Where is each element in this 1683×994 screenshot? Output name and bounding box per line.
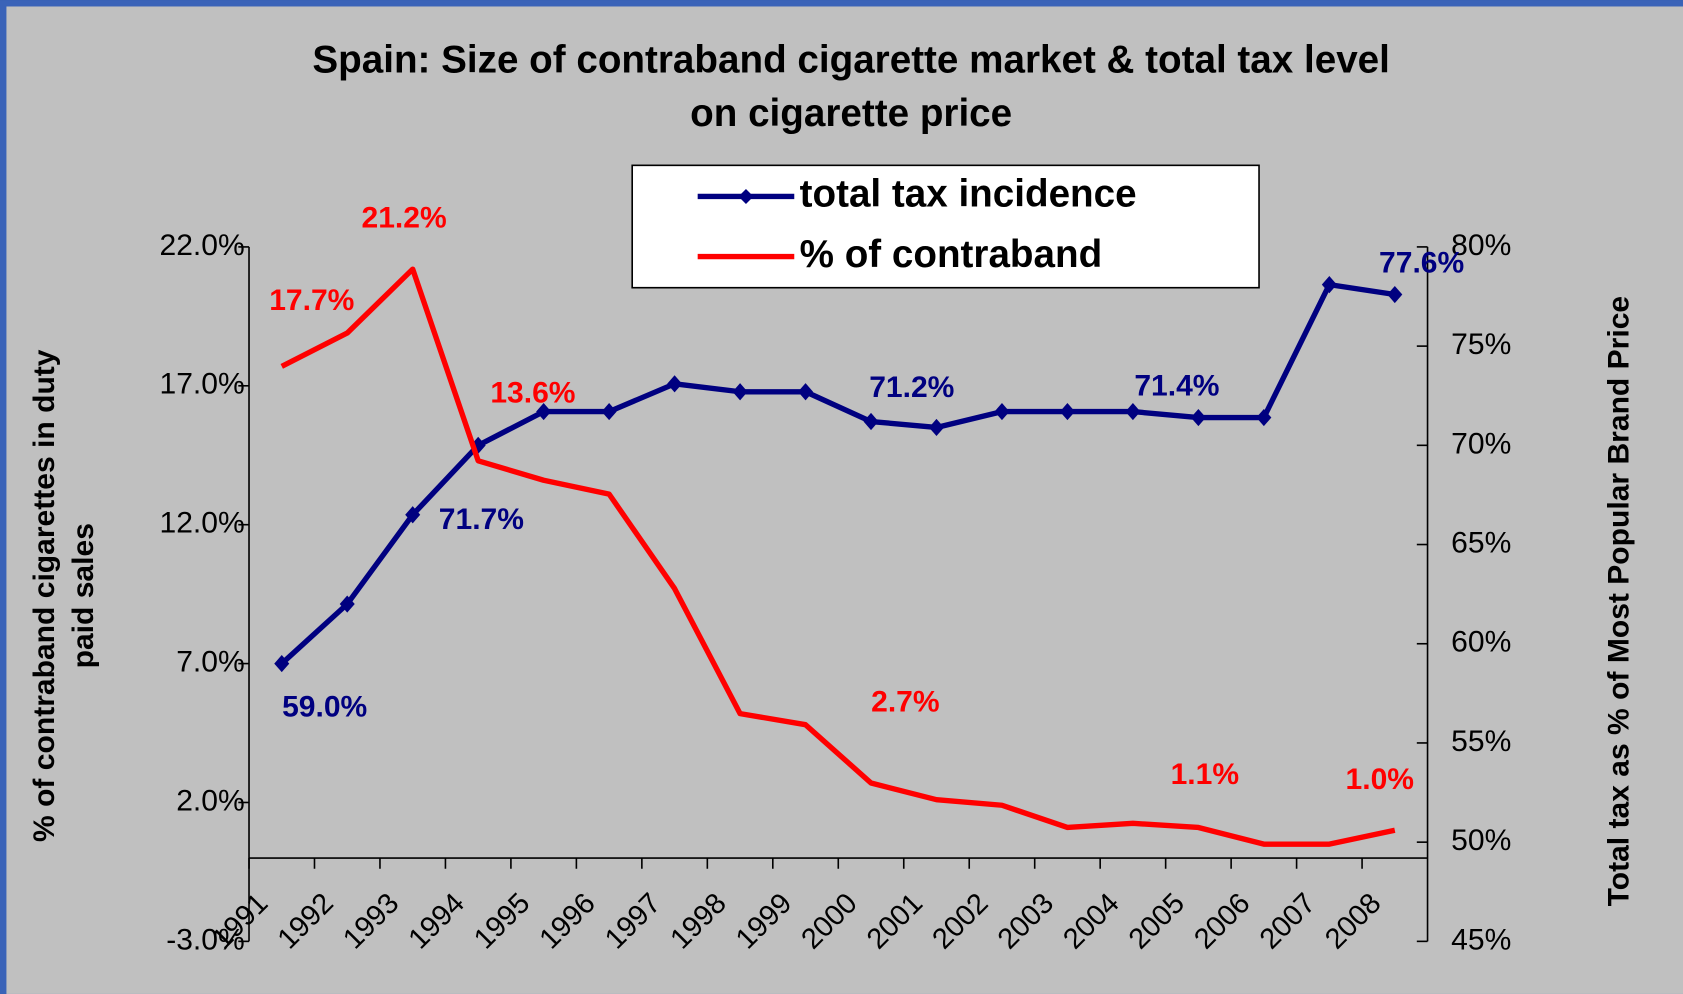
point bbox=[1190, 408, 1206, 427]
y2-tick-label: 65% bbox=[1451, 526, 1511, 559]
y2-tick-label: 45% bbox=[1451, 923, 1511, 956]
point bbox=[274, 654, 290, 673]
point bbox=[732, 383, 748, 401]
series-line bbox=[279, 281, 1396, 666]
y2-tick-label: 60% bbox=[1451, 626, 1511, 659]
data-label: 2.7% bbox=[871, 686, 940, 719]
y2-tick-label: 50% bbox=[1451, 824, 1511, 857]
point bbox=[863, 412, 879, 431]
legend-label: % of contraband bbox=[800, 233, 1103, 276]
y-axis-title: % of contraband cigarettes in duty paid s… bbox=[28, 349, 100, 842]
point bbox=[536, 403, 552, 421]
data-label: 71.2% bbox=[869, 371, 954, 404]
data-label: 21.2% bbox=[362, 202, 447, 235]
point bbox=[405, 506, 421, 524]
data-label: 17.7% bbox=[269, 284, 354, 317]
legend bbox=[631, 164, 1260, 289]
background bbox=[6, 6, 1683, 994]
point bbox=[1387, 285, 1403, 304]
y-tick-label: 17.0% bbox=[160, 368, 245, 401]
series-line bbox=[280, 266, 1396, 847]
data-label: 1.1% bbox=[1171, 758, 1240, 791]
point bbox=[667, 375, 683, 393]
point bbox=[1256, 408, 1272, 427]
point bbox=[1321, 276, 1337, 294]
data-label: 77.6% bbox=[1379, 246, 1464, 279]
data-label: 1.0% bbox=[1346, 763, 1414, 796]
point bbox=[928, 418, 945, 437]
data-label: 71.7% bbox=[439, 503, 524, 536]
y-tick-label: 2.0% bbox=[176, 784, 245, 817]
legend-marker bbox=[738, 188, 754, 204]
legend-label: total tax incidence bbox=[800, 173, 1137, 216]
y2-tick-label: 75% bbox=[1451, 328, 1511, 361]
y-tick-label: 12.0% bbox=[160, 507, 245, 540]
y2-tick-label: 55% bbox=[1451, 725, 1511, 758]
chart-subtitle: on cigarette price bbox=[690, 92, 1012, 135]
data-label: 59.0% bbox=[282, 691, 367, 724]
data-label: 71.4% bbox=[1134, 369, 1219, 402]
y-tick-label: 7.0% bbox=[176, 646, 245, 679]
chart-title: Spain: Size of contraband cigarette mark… bbox=[312, 38, 1390, 81]
y2-axis-title: Total tax as % of Most Popular Brand Pri… bbox=[1603, 296, 1636, 907]
y2-tick-label: 80% bbox=[1451, 229, 1511, 262]
y-tick-label: 22.0% bbox=[160, 229, 245, 262]
point bbox=[798, 383, 814, 401]
y-tick-label: -3.0% bbox=[166, 923, 245, 956]
y2-tick-label: 70% bbox=[1451, 427, 1511, 460]
data-label: 13.6% bbox=[490, 376, 575, 409]
